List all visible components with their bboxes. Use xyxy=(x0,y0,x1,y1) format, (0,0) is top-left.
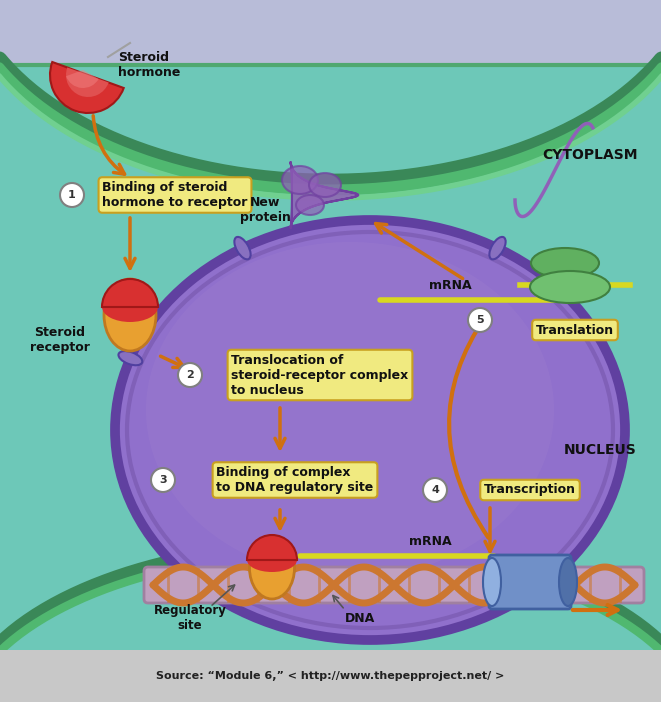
Text: 4: 4 xyxy=(431,485,439,495)
Ellipse shape xyxy=(10,84,651,646)
Ellipse shape xyxy=(247,548,297,572)
Text: New
protein: New protein xyxy=(239,196,290,224)
Text: Source: “Module 6,” < http://www.thepepproject.net/ >: Source: “Module 6,” < http://www.thepepp… xyxy=(156,671,505,681)
Wedge shape xyxy=(247,535,297,560)
Circle shape xyxy=(468,308,492,332)
Text: Regulatory
site: Regulatory site xyxy=(153,604,227,632)
Wedge shape xyxy=(102,279,158,307)
Text: 1: 1 xyxy=(68,190,76,200)
Polygon shape xyxy=(290,162,358,228)
Circle shape xyxy=(178,363,202,387)
Ellipse shape xyxy=(530,271,610,303)
Ellipse shape xyxy=(118,351,142,365)
Text: NUCLEUS: NUCLEUS xyxy=(564,443,637,457)
FancyBboxPatch shape xyxy=(144,567,644,603)
Text: Transcription: Transcription xyxy=(484,484,576,496)
Circle shape xyxy=(60,183,84,207)
Ellipse shape xyxy=(104,279,156,351)
Text: Translation: Translation xyxy=(536,324,614,336)
Circle shape xyxy=(423,478,447,502)
Text: mRNA: mRNA xyxy=(429,279,471,292)
Polygon shape xyxy=(0,0,661,250)
Bar xyxy=(0,200,661,620)
Text: 3: 3 xyxy=(159,475,167,485)
Ellipse shape xyxy=(309,173,341,197)
Text: DNA: DNA xyxy=(345,611,375,625)
Ellipse shape xyxy=(489,237,506,259)
Ellipse shape xyxy=(115,220,625,640)
Ellipse shape xyxy=(282,166,318,194)
Bar xyxy=(0,650,661,702)
Ellipse shape xyxy=(531,248,599,278)
Text: CYTOPLASM: CYTOPLASM xyxy=(542,148,638,162)
Text: Translocation of
steroid-receptor complex
to nucleus: Translocation of steroid-receptor comple… xyxy=(231,354,408,397)
Ellipse shape xyxy=(296,195,324,215)
Text: Binding of steroid
hormone to receptor: Binding of steroid hormone to receptor xyxy=(102,181,248,209)
Wedge shape xyxy=(66,70,98,88)
Ellipse shape xyxy=(483,558,501,606)
Wedge shape xyxy=(66,67,108,97)
FancyBboxPatch shape xyxy=(0,65,661,667)
Circle shape xyxy=(151,468,175,492)
Wedge shape xyxy=(50,62,124,113)
Text: Steroid
receptor: Steroid receptor xyxy=(30,326,90,354)
Ellipse shape xyxy=(102,292,158,322)
Text: 2: 2 xyxy=(186,370,194,380)
Text: Steroid
hormone: Steroid hormone xyxy=(118,51,180,79)
Ellipse shape xyxy=(146,242,554,578)
Text: 5: 5 xyxy=(476,315,484,325)
Ellipse shape xyxy=(249,537,295,599)
Ellipse shape xyxy=(559,558,577,606)
Ellipse shape xyxy=(235,237,251,259)
Text: mRNA: mRNA xyxy=(408,535,451,548)
Text: Binding of complex
to DNA regulatory site: Binding of complex to DNA regulatory sit… xyxy=(216,466,373,494)
FancyBboxPatch shape xyxy=(489,555,571,609)
